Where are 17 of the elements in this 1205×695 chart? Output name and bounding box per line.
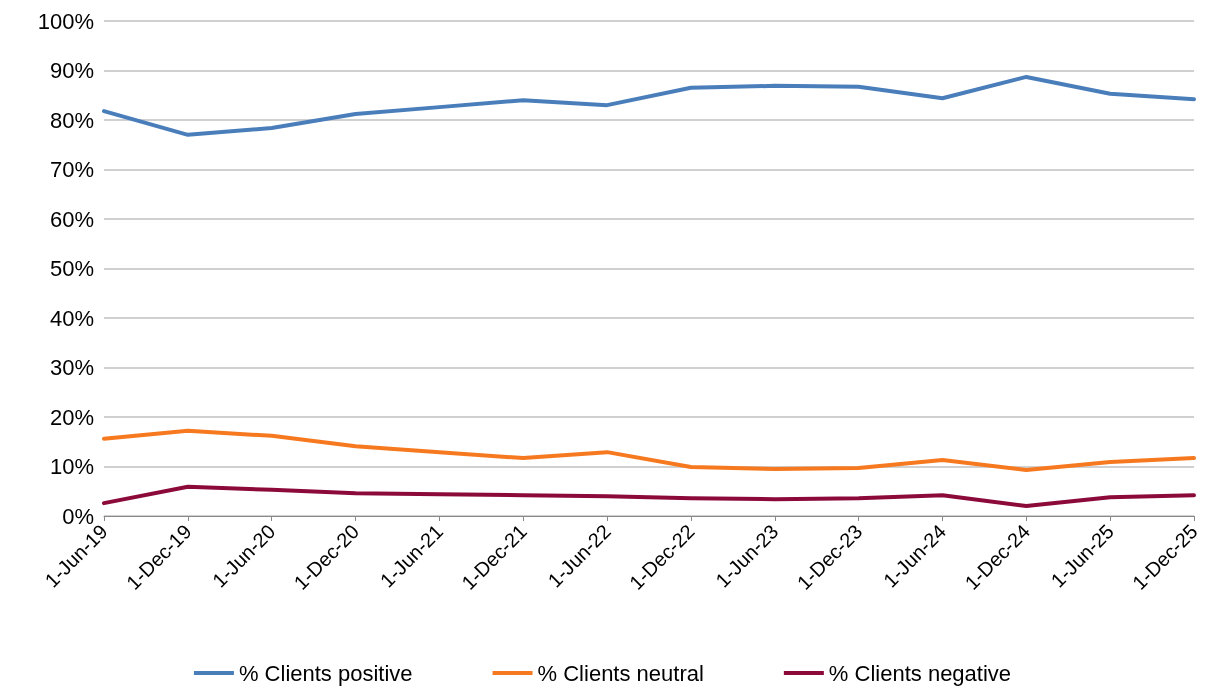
y-tick-label: 40% [49,305,94,331]
line-series [102,428,1196,472]
y-tick-label: 50% [49,256,94,281]
y-tick-label: 70% [49,157,94,182]
y-tick-label: 60% [49,206,94,232]
y-tick-label: 100% [37,8,94,34]
line-series [102,74,1196,137]
y-tick-label: 20% [49,404,94,430]
y-tick-label: 10% [49,454,94,479]
y-tick-label: 30% [49,355,94,380]
y-tick-label: 90% [49,58,94,83]
y-tick-label: 0% [62,503,94,529]
y-tick-label: 80% [49,107,94,133]
legend-label: % Clients neutral [537,660,704,686]
line-series [102,484,1196,509]
legend-label: % Clients positive [238,660,413,686]
legend-label: % Clients negative [828,660,1012,686]
